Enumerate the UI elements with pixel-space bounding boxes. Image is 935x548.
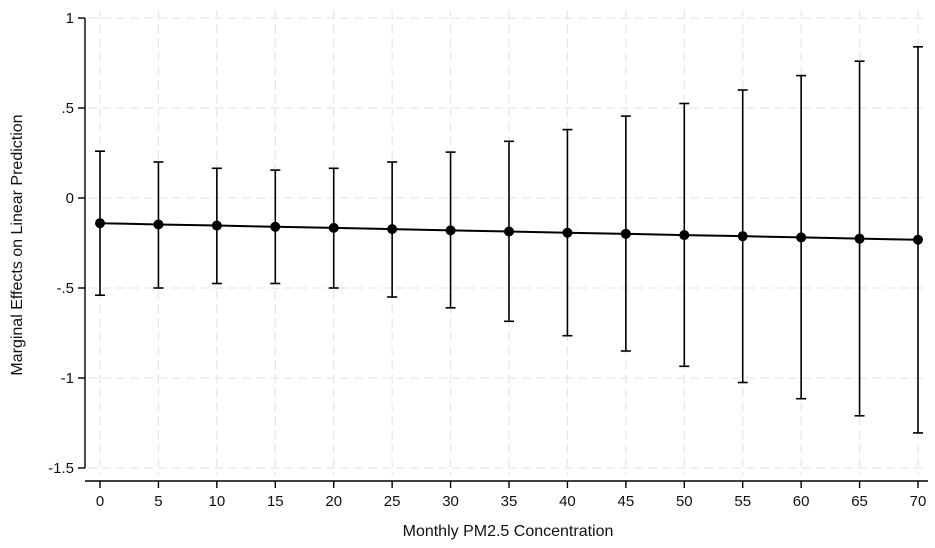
x-tick-label: 10 bbox=[209, 493, 226, 510]
marginal-effect-point bbox=[504, 226, 514, 237]
y-axis-title: Marginal Effects on Linear Prediction bbox=[9, 114, 26, 375]
x-tick-label: 60 bbox=[793, 493, 810, 510]
y-tick-label: 1 bbox=[66, 10, 74, 27]
y-tick-label: -.5 bbox=[56, 280, 74, 297]
marginal-effect-point bbox=[387, 224, 398, 235]
marginal-effect-point bbox=[679, 230, 690, 241]
y-tick-label: 0 bbox=[66, 190, 74, 207]
x-tick-label: 0 bbox=[96, 493, 104, 510]
marginal-effect-point bbox=[445, 225, 456, 236]
y-tick-label: .5 bbox=[61, 100, 74, 117]
x-tick-label: 25 bbox=[384, 493, 401, 510]
marginal-effect-point bbox=[211, 220, 222, 231]
x-tick-label: 65 bbox=[851, 493, 868, 510]
marginal-effect-point bbox=[854, 233, 865, 244]
marginal-effect-point bbox=[328, 222, 339, 233]
x-tick-label: 55 bbox=[734, 493, 751, 510]
y-tick-label: -1.5 bbox=[48, 460, 74, 477]
x-tick-label: 40 bbox=[559, 493, 576, 510]
marginal-effect-point bbox=[737, 231, 748, 242]
marginal-effect-point bbox=[913, 234, 923, 245]
y-tick-label: -1 bbox=[61, 370, 74, 387]
x-tick-label: 30 bbox=[442, 493, 459, 510]
x-tick-label: 15 bbox=[267, 493, 284, 510]
ticks: 0 5 10 15 20 25 30 35 40 45 50 55 60 65 70 1 .5 0 -.5 -1 -1.… bbox=[48, 10, 926, 510]
marginal-effect-point bbox=[270, 221, 281, 232]
x-tick-label: 5 bbox=[154, 493, 162, 510]
marginal-effect-point bbox=[562, 227, 573, 238]
gridlines bbox=[88, 10, 928, 475]
x-tick-label: 20 bbox=[325, 493, 342, 510]
marginal-effect-point bbox=[796, 232, 807, 243]
marginal-effect-point bbox=[95, 218, 105, 229]
x-tick-label: 35 bbox=[501, 493, 518, 510]
x-tick-label: 50 bbox=[676, 493, 693, 510]
x-tick-label: 70 bbox=[910, 493, 927, 510]
axes bbox=[84, 18, 928, 482]
x-tick-label: 45 bbox=[618, 493, 635, 510]
marginal-effect-point bbox=[620, 228, 631, 239]
marginal-effect-point bbox=[153, 219, 164, 230]
x-axis-title: Monthly PM2.5 Concentration bbox=[403, 523, 614, 540]
data-series bbox=[95, 45, 923, 434]
